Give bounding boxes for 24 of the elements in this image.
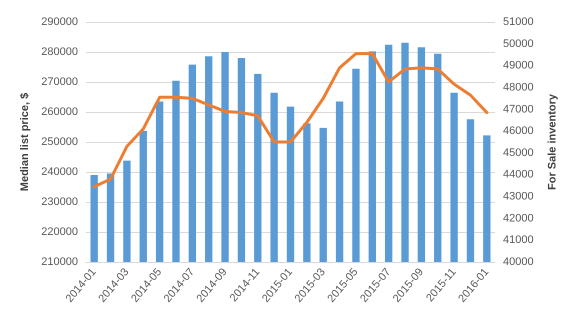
y-tick-label: 220000 bbox=[41, 226, 78, 238]
y2-tick-label: 41000 bbox=[503, 234, 534, 246]
y-tick-label: 210000 bbox=[41, 256, 78, 268]
y2-tick-label: 40000 bbox=[503, 256, 534, 268]
y-axis-title: Median list price, $ bbox=[18, 92, 31, 192]
y2-tick-label: 44000 bbox=[503, 168, 534, 181]
y2-tick-label: 49000 bbox=[503, 60, 534, 72]
y-tick-label: 240000 bbox=[41, 166, 78, 178]
y2-tick-label: 43000 bbox=[503, 190, 534, 203]
y2-tick-label: 45000 bbox=[503, 146, 534, 159]
line-series bbox=[92, 52, 488, 188]
y2-tick-label: 46000 bbox=[503, 125, 534, 138]
y2-tick-label: 50000 bbox=[503, 38, 534, 50]
y-tick-label: 250000 bbox=[41, 136, 78, 148]
y-tick-label: 270000 bbox=[41, 76, 78, 88]
y2-tick-label: 47000 bbox=[503, 103, 534, 116]
y-tick-label: 230000 bbox=[41, 196, 78, 208]
y2-axis-title: For Sale inventory bbox=[546, 93, 558, 190]
y2-tick-label: 48000 bbox=[503, 81, 534, 94]
y2-tick-label: 51000 bbox=[503, 16, 534, 28]
y2-tick-label: 42000 bbox=[503, 212, 534, 224]
y-tick-label: 290000 bbox=[41, 16, 78, 28]
y-tick-label: 280000 bbox=[41, 46, 78, 58]
y-tick-label: 260000 bbox=[41, 106, 78, 118]
